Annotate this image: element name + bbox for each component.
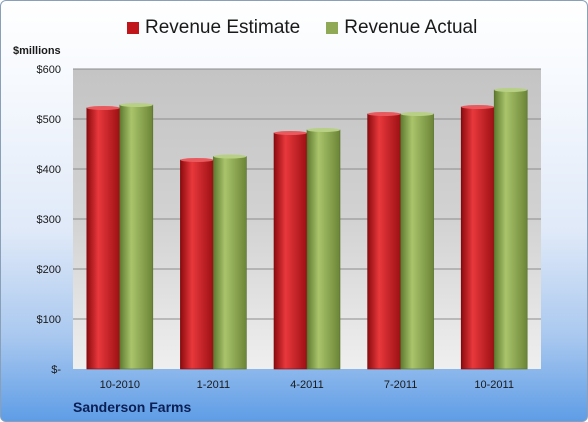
y-tick-label: $500 [37,114,61,126]
legend-label-estimate: Revenue Estimate [145,17,301,38]
axis-labels: $- $100 $200 $300 $400 $500 $600 10-2010 1-2011 4… [37,64,514,391]
bar-estimate-cap [367,112,401,116]
bar-actual-cap [213,154,247,159]
y-tick-label: $100 [37,314,61,326]
bar-estimate [460,106,495,370]
legend-item-actual: Revenue Actual [326,17,477,39]
bar-estimate [273,132,308,370]
y-axis-unit-label: $millions [13,45,61,57]
y-tick-label: $- [51,364,61,376]
company-name: Sanderson Farms [73,399,192,415]
y-tick-label: $300 [37,214,61,226]
x-tick-label: 10-2010 [100,379,140,391]
y-tick-label: $200 [37,264,61,276]
legend-swatch-actual [326,22,339,34]
bar-actual-cap [307,128,340,132]
x-tick-label: 1-2011 [197,379,230,391]
bar-actual [306,129,341,370]
bar-actual-cap [119,103,153,107]
y-tick-label: $400 [37,164,61,176]
bars [86,88,528,370]
legend-item-estimate: Revenue Estimate [127,17,300,39]
bar-estimate [86,107,121,370]
bar-actual [119,104,154,370]
bar-estimate [180,159,214,370]
bar-actual [213,156,247,370]
bar-estimate-cap [86,106,120,110]
bar-actual-cap [494,88,528,92]
bar-actual [400,113,434,370]
bar-estimate-cap [461,105,495,109]
bar-estimate [367,113,401,370]
legend-label-actual: Revenue Actual [344,17,478,38]
x-tick-label: 4-2011 [290,379,323,391]
bar-estimate-cap [274,131,307,135]
bar-actual-cap [400,112,434,116]
x-tick-label: 10-2011 [474,379,514,391]
bar-actual [493,89,528,370]
legend: Revenue Estimate Revenue Actual [127,17,477,39]
bar-estimate-cap [180,158,214,162]
y-tick-label: $600 [37,64,61,76]
x-tick-label: 7-2011 [384,379,417,391]
legend-swatch-estimate [127,22,139,34]
